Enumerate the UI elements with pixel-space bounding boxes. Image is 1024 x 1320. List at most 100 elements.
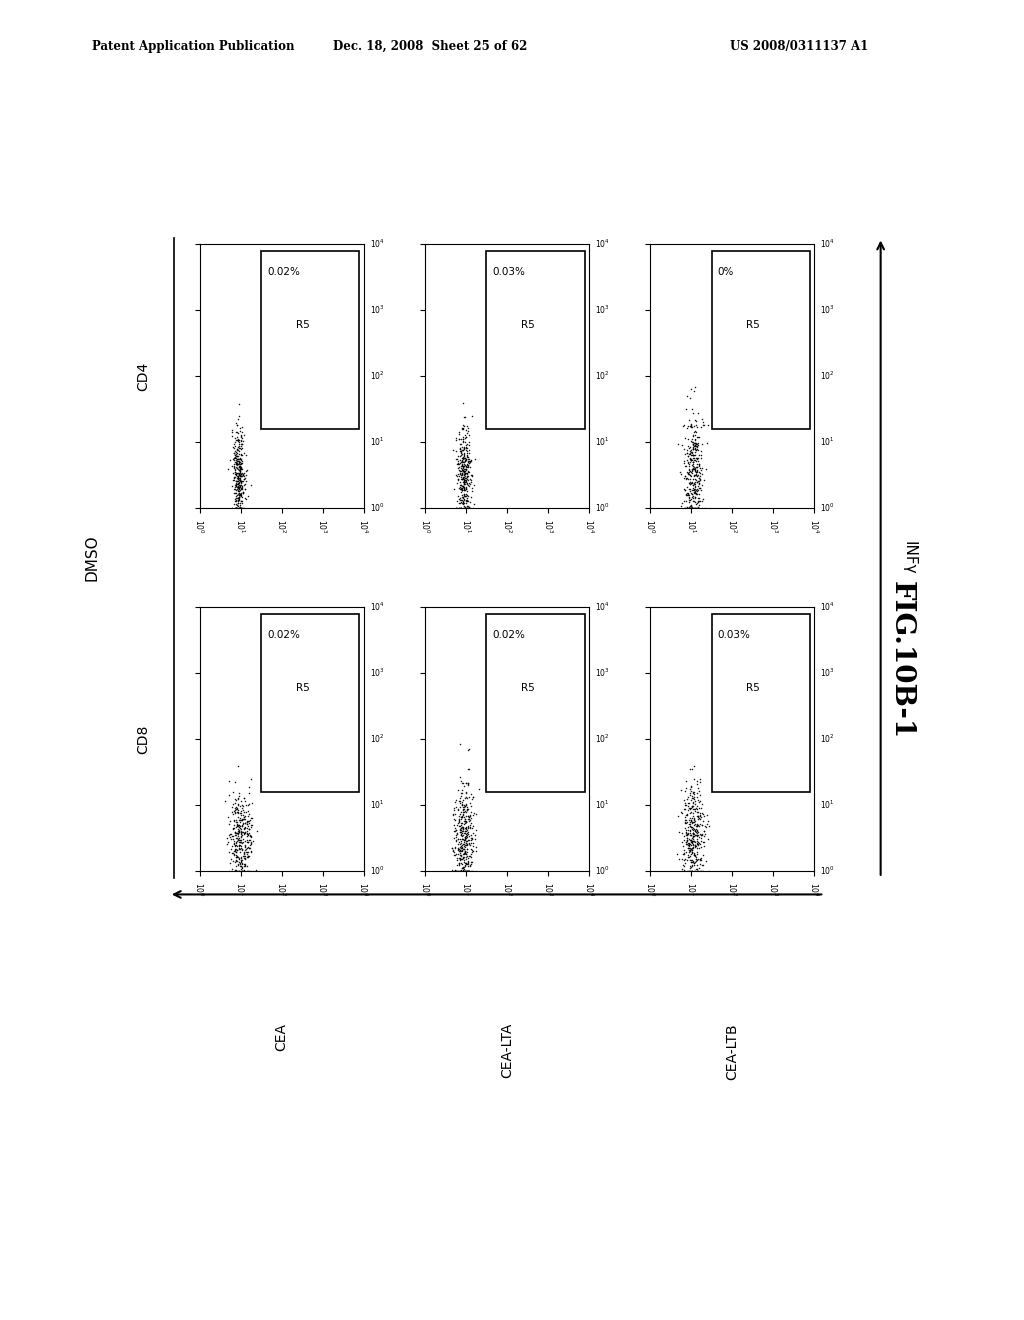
Point bbox=[692, 478, 709, 499]
Point bbox=[450, 458, 466, 479]
Point bbox=[449, 847, 465, 869]
Point bbox=[227, 834, 244, 855]
Point bbox=[685, 783, 701, 804]
Point bbox=[459, 841, 475, 862]
Point bbox=[691, 478, 708, 499]
Point bbox=[693, 814, 710, 836]
Point bbox=[242, 861, 258, 882]
Point bbox=[232, 858, 249, 879]
Point bbox=[455, 861, 471, 882]
Point bbox=[455, 494, 471, 515]
Bar bbox=[261, 614, 359, 792]
Point bbox=[226, 822, 243, 843]
Point bbox=[465, 836, 481, 857]
Point bbox=[461, 462, 477, 483]
Point bbox=[229, 430, 246, 451]
Point bbox=[455, 774, 471, 795]
Point bbox=[237, 467, 253, 488]
Point bbox=[684, 792, 700, 813]
Point bbox=[232, 851, 249, 873]
Point bbox=[458, 437, 474, 458]
Point bbox=[459, 830, 475, 851]
Point bbox=[236, 818, 252, 840]
Point bbox=[454, 817, 470, 838]
Point bbox=[693, 814, 710, 836]
Point bbox=[683, 810, 699, 832]
Point bbox=[454, 807, 470, 828]
Point bbox=[456, 466, 472, 487]
Point bbox=[684, 454, 700, 475]
Point bbox=[249, 820, 265, 841]
Point bbox=[677, 853, 693, 874]
Point bbox=[458, 795, 474, 816]
Point bbox=[683, 495, 699, 516]
Point bbox=[226, 445, 243, 466]
Point bbox=[224, 842, 241, 863]
Point bbox=[227, 797, 244, 818]
Point bbox=[452, 438, 468, 459]
Point bbox=[452, 457, 468, 478]
Point bbox=[458, 828, 474, 849]
Point bbox=[684, 825, 700, 846]
Point bbox=[685, 445, 701, 466]
Point bbox=[455, 801, 471, 822]
Point bbox=[229, 821, 246, 842]
Point bbox=[233, 797, 250, 818]
Point bbox=[678, 484, 694, 506]
Bar bbox=[712, 614, 810, 792]
Point bbox=[230, 433, 247, 454]
Point bbox=[230, 498, 247, 519]
Point bbox=[451, 465, 467, 486]
Point bbox=[460, 805, 476, 826]
Point bbox=[680, 437, 696, 458]
Point bbox=[458, 455, 474, 477]
Point bbox=[691, 797, 708, 818]
Point bbox=[682, 816, 698, 837]
Point bbox=[457, 810, 473, 832]
Point bbox=[452, 498, 468, 519]
Point bbox=[458, 836, 474, 857]
Point bbox=[456, 810, 472, 832]
Point bbox=[687, 836, 703, 857]
Point bbox=[689, 799, 706, 820]
Point bbox=[465, 816, 481, 837]
Point bbox=[454, 845, 470, 866]
Point bbox=[452, 845, 468, 866]
Point bbox=[696, 814, 713, 836]
Point bbox=[687, 487, 703, 508]
Point bbox=[456, 392, 472, 413]
Point bbox=[453, 836, 469, 857]
Point bbox=[687, 498, 703, 519]
Text: $10^2$: $10^2$ bbox=[275, 519, 288, 533]
Point bbox=[685, 425, 701, 446]
Point bbox=[444, 837, 461, 858]
Point bbox=[245, 861, 261, 882]
Point bbox=[227, 451, 244, 473]
Point bbox=[454, 461, 470, 482]
Point bbox=[684, 459, 700, 480]
Point bbox=[460, 818, 476, 840]
Text: $10^1$: $10^1$ bbox=[685, 519, 697, 533]
Point bbox=[680, 483, 696, 504]
Point bbox=[232, 861, 249, 882]
Text: R5: R5 bbox=[746, 682, 760, 693]
Point bbox=[456, 495, 472, 516]
Point bbox=[229, 755, 246, 776]
Point bbox=[684, 825, 700, 846]
Point bbox=[461, 808, 477, 829]
Point bbox=[681, 838, 697, 859]
Point bbox=[458, 440, 474, 461]
Point bbox=[234, 465, 251, 486]
Point bbox=[232, 458, 249, 479]
Point bbox=[231, 829, 248, 850]
Point bbox=[689, 434, 706, 455]
Point bbox=[685, 490, 701, 511]
Point bbox=[687, 438, 703, 459]
Point bbox=[684, 813, 700, 834]
Point bbox=[674, 849, 690, 870]
Point bbox=[451, 424, 467, 445]
Point bbox=[683, 824, 699, 845]
Point bbox=[455, 480, 471, 502]
Point bbox=[225, 843, 242, 865]
Point bbox=[224, 818, 241, 840]
